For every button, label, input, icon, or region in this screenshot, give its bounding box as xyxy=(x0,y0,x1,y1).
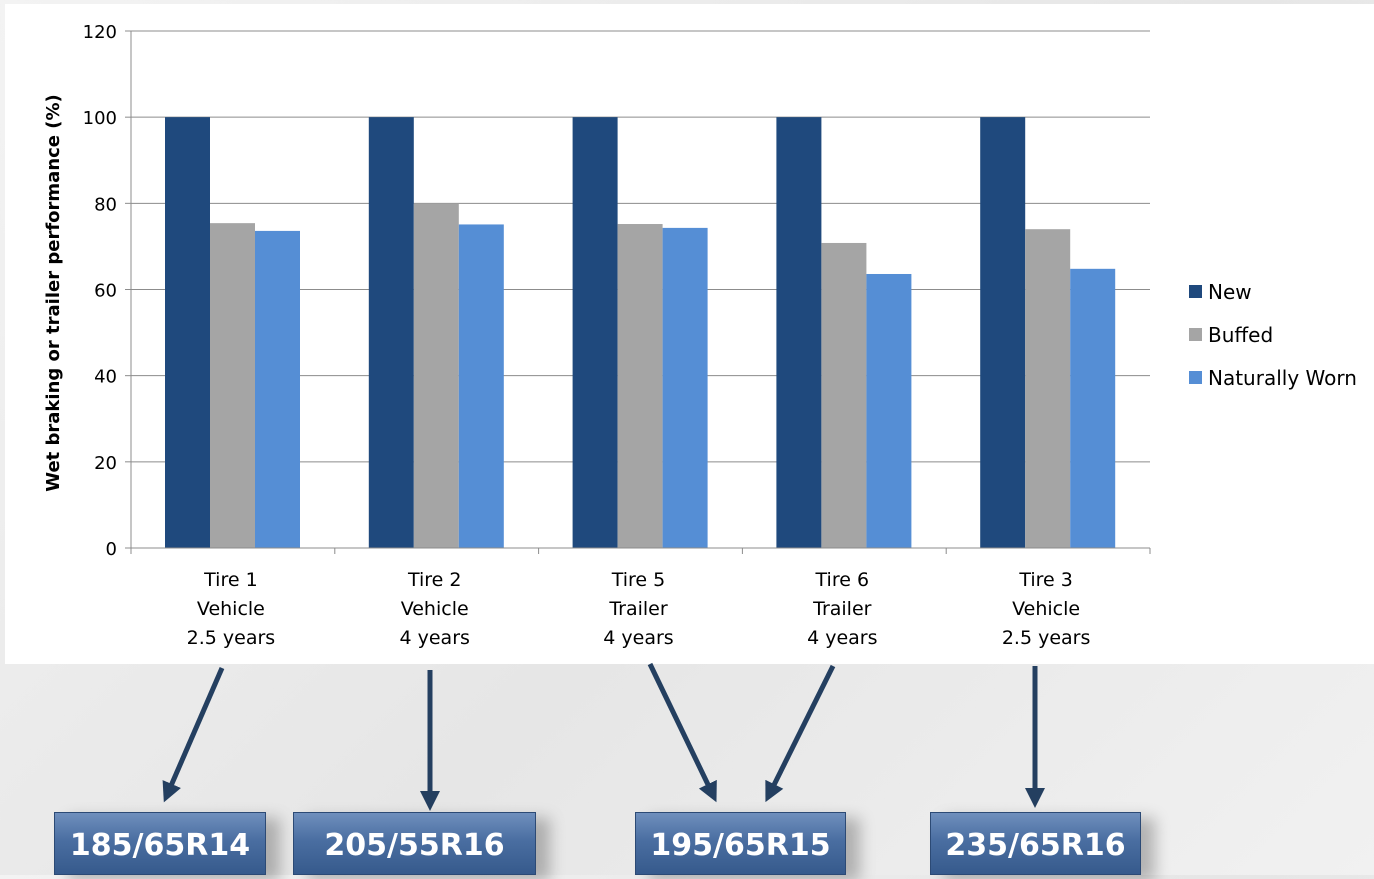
category-label: Trailer xyxy=(608,598,668,620)
arrow-tire5 xyxy=(647,662,717,803)
category-label: 2.5 years xyxy=(187,627,276,649)
arrow-tire1 xyxy=(162,667,225,803)
category-label: Tire 5 xyxy=(611,569,666,591)
category-label: Tire 6 xyxy=(815,569,870,591)
bar xyxy=(255,230,300,548)
bar xyxy=(1025,229,1071,548)
bar xyxy=(1070,268,1116,548)
bar xyxy=(662,227,708,548)
tire-size-box-3: 195/65R15 xyxy=(635,812,846,875)
category-label: 4 years xyxy=(603,627,673,649)
category-label: 2.5 years xyxy=(1002,627,1091,649)
chart-panel: 0 20 40 60 80 100 120 Tire 1 Vehicle 2.5 years Ti… xyxy=(5,4,1374,664)
category-label: Tire 3 xyxy=(1018,569,1073,591)
bar xyxy=(165,117,210,549)
y-tick-label: 80 xyxy=(94,194,117,215)
bar xyxy=(572,117,618,549)
bar xyxy=(368,117,414,549)
bar xyxy=(980,117,1026,549)
bar xyxy=(458,224,504,549)
category-label: 4 years xyxy=(807,627,877,649)
y-axis-label: Wet braking or trailer performance (%) xyxy=(43,94,64,492)
y-tick-label: 0 xyxy=(106,539,117,560)
category-labels: Tire 1 Vehicle 2.5 years Tire 2 Vehicle 4 yea… xyxy=(187,569,1091,649)
bar xyxy=(413,203,459,549)
axes xyxy=(130,31,1151,554)
category-label: Vehicle xyxy=(401,598,469,620)
category-label: Tire 2 xyxy=(407,569,462,591)
tire-size-box-1: 185/65R14 xyxy=(54,812,266,875)
tire-size-box-4: 235/65R16 xyxy=(930,812,1141,875)
category-label: Tire 1 xyxy=(203,569,258,591)
legend-label: New xyxy=(1208,280,1252,304)
bars xyxy=(165,117,1116,549)
y-tick-labels: 0 20 40 60 80 100 120 xyxy=(83,22,117,560)
category-label: Vehicle xyxy=(197,598,265,620)
legend-label: Naturally Worn xyxy=(1208,366,1357,390)
bar xyxy=(821,242,867,548)
bar xyxy=(866,273,912,548)
y-tick-label: 100 xyxy=(83,108,117,129)
bar xyxy=(776,117,822,549)
category-label: 4 years xyxy=(399,627,469,649)
y-tick-label: 20 xyxy=(94,453,117,474)
tire-size-box-2: 205/55R16 xyxy=(293,812,536,875)
y-tick-label: 120 xyxy=(83,22,117,43)
y-tick-label: 60 xyxy=(94,281,117,302)
legend-swatch xyxy=(1189,371,1202,384)
bar xyxy=(617,224,663,548)
legend-swatch xyxy=(1189,285,1202,298)
category-label: Vehicle xyxy=(1012,598,1080,620)
legend-swatch xyxy=(1189,328,1202,341)
y-tick-label: 40 xyxy=(94,367,117,388)
bar xyxy=(210,223,255,548)
arrow-tire6 xyxy=(765,664,836,803)
category-label: Trailer xyxy=(812,598,872,620)
legend: New Buffed Naturally Worn xyxy=(1189,280,1357,390)
legend-label: Buffed xyxy=(1208,323,1273,347)
